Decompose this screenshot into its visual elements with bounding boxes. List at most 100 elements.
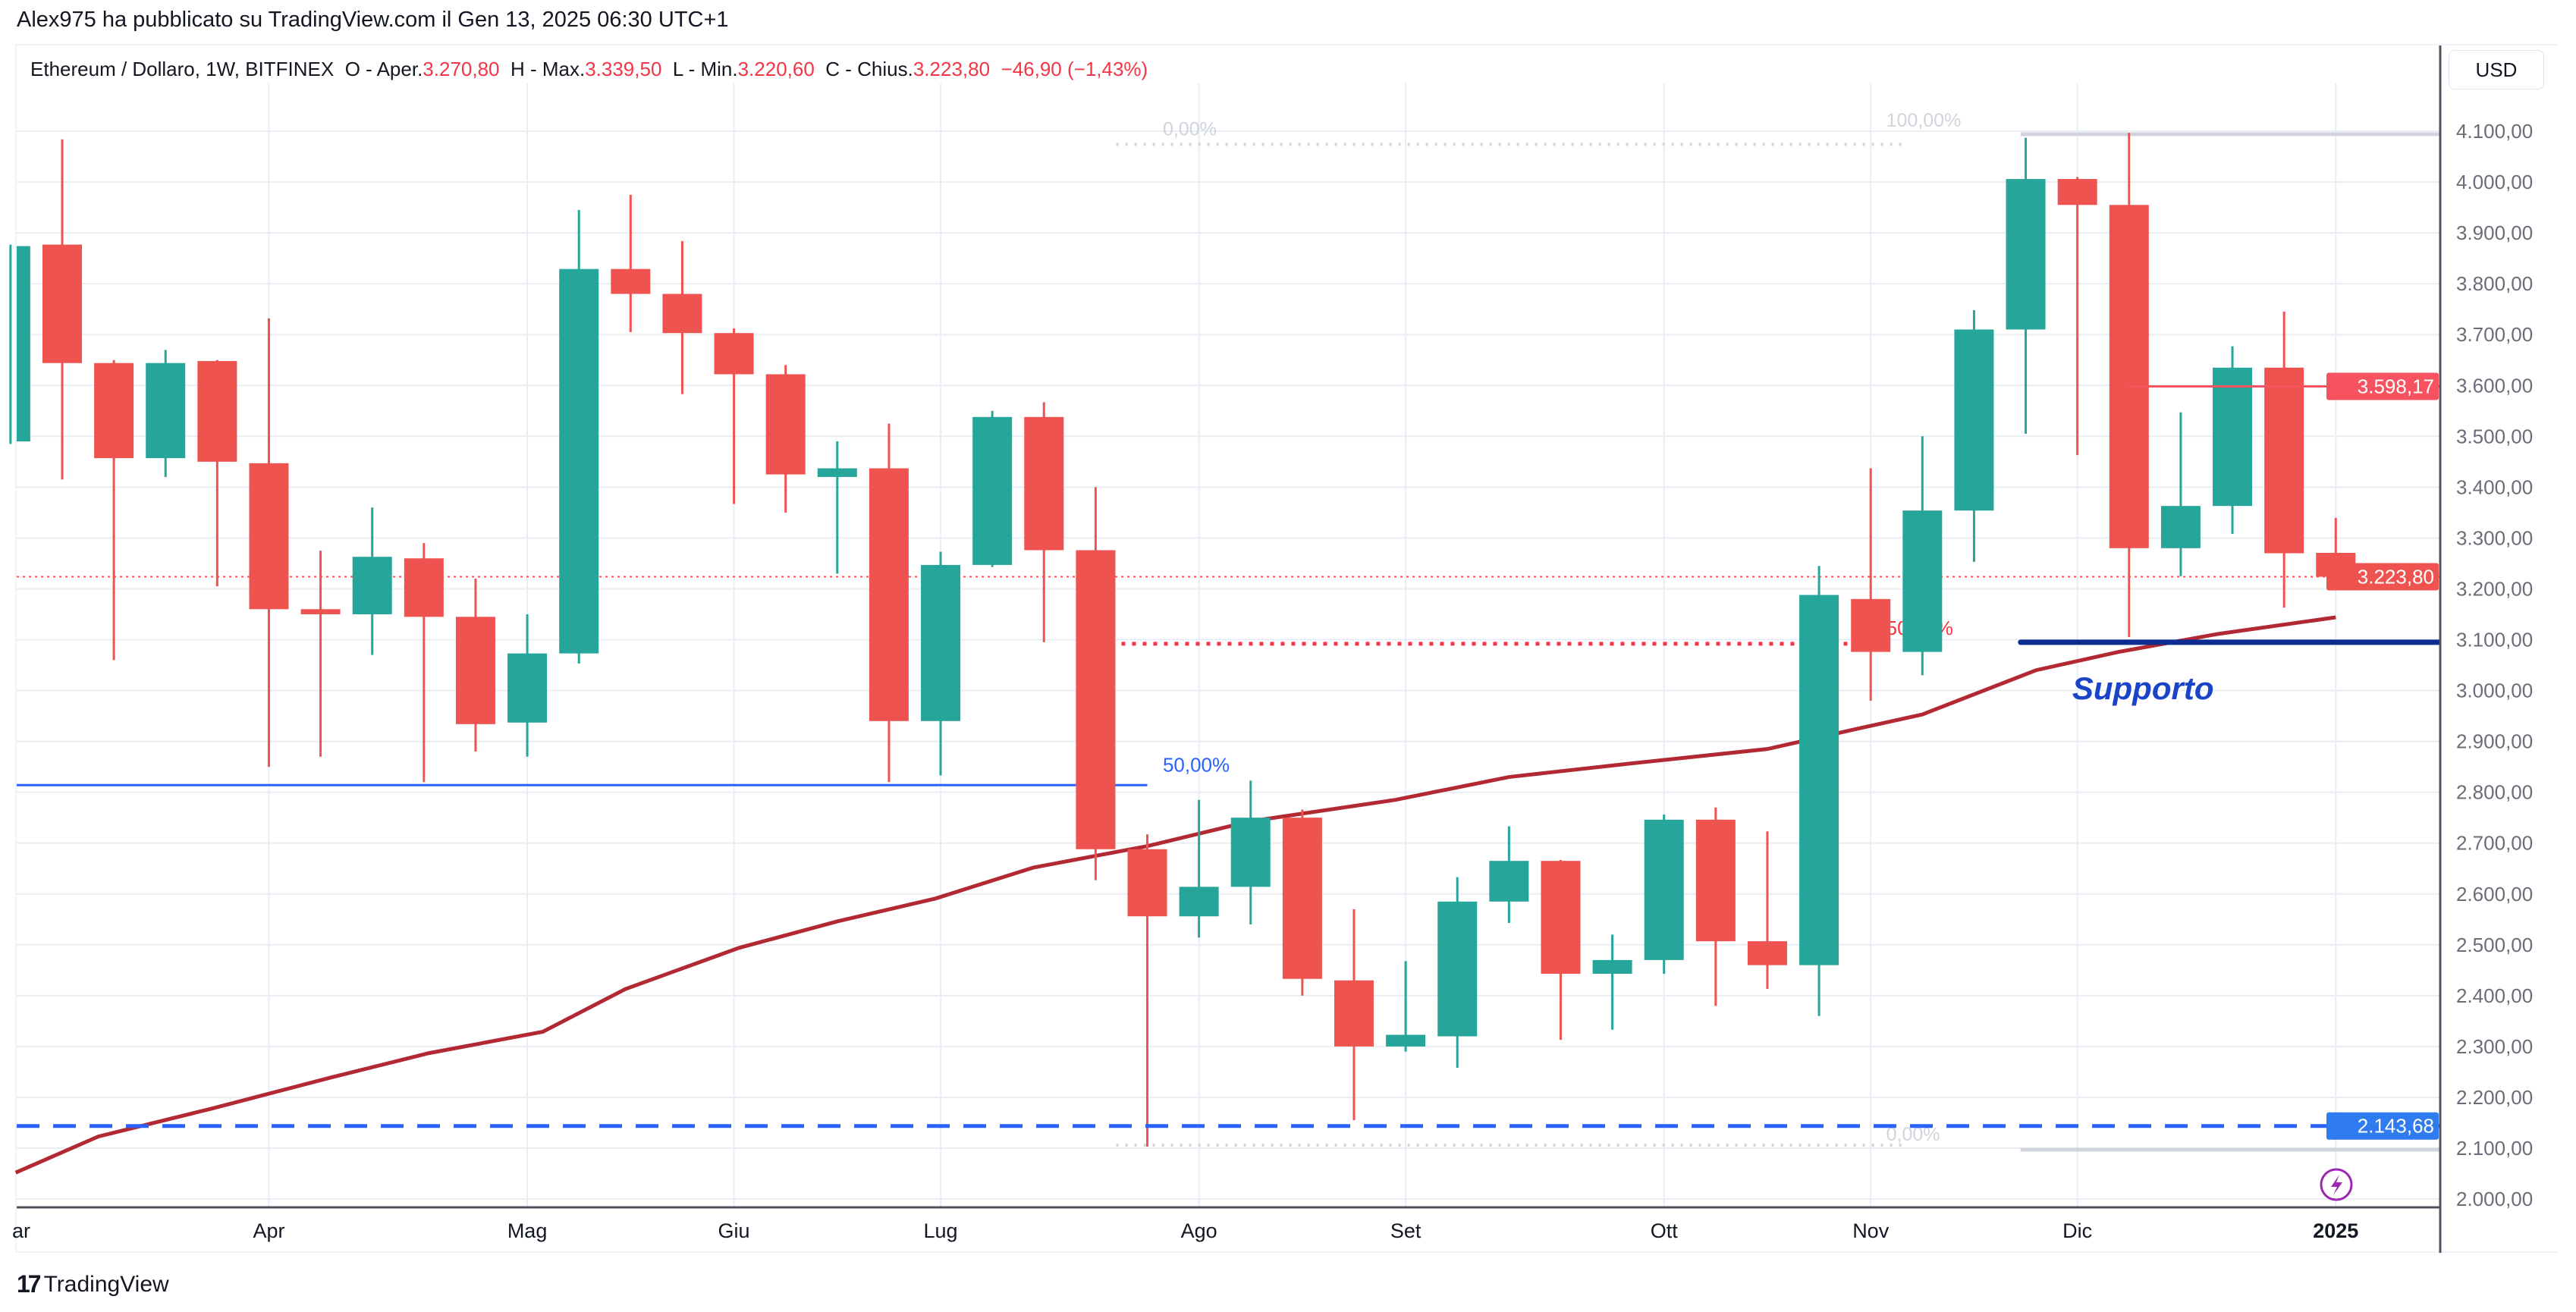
candle	[1954, 310, 1994, 562]
candle	[2057, 177, 2097, 456]
support-label: Supporto	[2072, 670, 2214, 706]
candle-body	[197, 361, 237, 462]
candle	[611, 194, 651, 332]
symbol-name[interactable]: Ethereum / Dollaro, 1W, BITFINEX	[30, 58, 335, 80]
candle-body	[2057, 179, 2097, 206]
footer-brand[interactable]: 17 TradingView	[17, 1270, 169, 1298]
drawings-overlay: Supporto	[17, 384, 2443, 1201]
candle-body	[1386, 1034, 1426, 1047]
brand-name: TradingView	[43, 1271, 169, 1297]
candle-body	[559, 268, 599, 654]
time-tick: Ott	[1651, 1219, 1679, 1242]
price-tick: 2.100,00	[2456, 1137, 2533, 1160]
candle-body	[1437, 901, 1478, 1037]
candle	[1230, 780, 1271, 924]
candle	[1799, 566, 1839, 1016]
candle-body	[2160, 506, 2201, 548]
price-tick: 2.200,00	[2456, 1086, 2533, 1109]
candle-body	[869, 468, 909, 721]
candle-body	[94, 363, 134, 459]
candle	[1902, 436, 1943, 676]
candle	[146, 350, 186, 477]
open-value: 3.270,80	[423, 58, 500, 80]
candle-body	[1902, 510, 1943, 652]
candle	[1282, 809, 1322, 996]
grid	[17, 83, 2440, 1207]
moving-average-line	[14, 615, 2336, 1175]
candle-body	[1334, 980, 1374, 1047]
candle	[765, 365, 806, 513]
price-tick: 2.700,00	[2456, 832, 2533, 855]
candle	[1644, 815, 1684, 975]
price-tick: 3.100,00	[2456, 629, 2533, 651]
time-axis[interactable]: ar Apr Mag Giu Lug Ago Set Ott Nov Dic 2025	[12, 1206, 2440, 1242]
candle-body	[765, 374, 806, 475]
candle	[817, 441, 857, 574]
candle	[249, 318, 289, 767]
candle	[197, 359, 237, 587]
candle	[921, 551, 961, 776]
candle-body	[1799, 595, 1839, 965]
candle	[1695, 807, 1736, 1006]
price-tick: 2.400,00	[2456, 984, 2533, 1007]
candle-body	[507, 653, 548, 723]
price-tick: 2.000,00	[2456, 1188, 2533, 1210]
candle	[1747, 831, 1787, 990]
candle-body	[352, 557, 392, 614]
candle-body	[404, 558, 444, 617]
price-badge-label: 2.143,68	[2358, 1115, 2434, 1138]
low-value: 3.220,60	[737, 58, 815, 80]
candle	[300, 551, 341, 757]
time-tick: Ago	[1181, 1219, 1217, 1242]
price-axis[interactable]: 4.100,00 4.000,00 3.900,00 3.800,00 3.700,00…	[2326, 46, 2558, 1253]
price-axis-bg	[2440, 46, 2558, 1251]
high-value: 3.339,50	[585, 58, 662, 80]
candle-body	[1644, 819, 1684, 960]
low-label: L - Min.	[672, 58, 738, 80]
candle-body	[1695, 819, 1736, 942]
high-label: H - Max.	[510, 58, 586, 80]
candle-body	[1282, 818, 1322, 979]
lightning-glyph-icon	[2331, 1175, 2342, 1195]
candle	[9, 244, 30, 444]
price-tick: 4.000,00	[2456, 171, 2533, 193]
currency-button[interactable]: USD	[2449, 50, 2544, 89]
price-tick: 3.900,00	[2456, 221, 2533, 244]
candle-body	[42, 244, 82, 363]
time-tick: ar	[12, 1219, 30, 1242]
time-tick: Nov	[1852, 1219, 1890, 1242]
candle	[1851, 468, 1891, 701]
candle	[1179, 799, 1219, 938]
tradingview-logo-icon: 17	[17, 1270, 42, 1298]
candle-body	[2213, 367, 2253, 507]
time-tick: 2025	[2313, 1219, 2358, 1242]
candle-body	[455, 617, 495, 724]
price-tick: 4.100,00	[2456, 120, 2533, 143]
candle	[2213, 346, 2253, 535]
candle-body	[249, 463, 289, 610]
candle-body	[146, 363, 186, 459]
price-tick: 3.300,00	[2456, 526, 2533, 549]
candle	[559, 209, 599, 664]
candle	[1437, 877, 1478, 1069]
candle-body	[611, 268, 651, 294]
candle-body	[1230, 818, 1271, 887]
open-label: O - Aper.	[344, 58, 423, 80]
price-tick: 2.300,00	[2456, 1035, 2533, 1058]
candle-body	[2264, 367, 2304, 554]
price-tick: 3.200,00	[2456, 577, 2533, 600]
candle-body	[2006, 179, 2046, 330]
candle	[2109, 133, 2149, 638]
candle-body	[1851, 598, 1891, 652]
price-tick: 2.800,00	[2456, 781, 2533, 804]
price-tick: 3.400,00	[2456, 476, 2533, 498]
candle	[94, 359, 134, 661]
candle	[972, 410, 1013, 567]
candle	[2006, 137, 2046, 434]
candle	[1334, 909, 1374, 1121]
price-tick: 3.500,00	[2456, 425, 2533, 447]
candle	[1592, 934, 1632, 1030]
candle-body	[1179, 887, 1219, 917]
published-caption: Alex975 ha pubblicato su TradingView.com…	[17, 8, 729, 32]
